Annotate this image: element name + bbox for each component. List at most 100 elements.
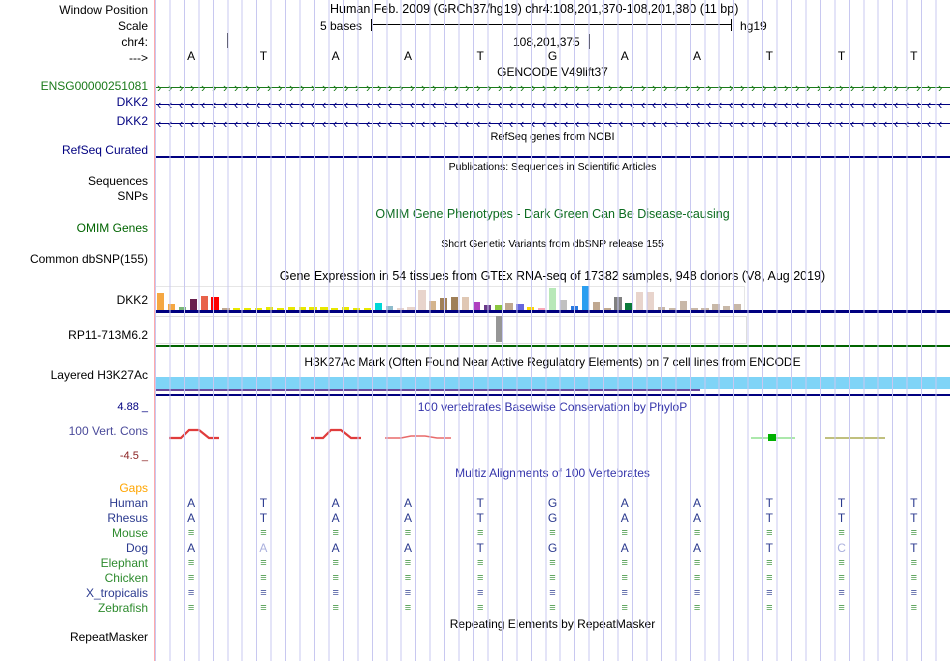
gtex-tissue-bar[interactable] — [592, 302, 600, 310]
h3k27ac-signal-band[interactable] — [155, 377, 950, 389]
alignment-gap-mark: ≡ — [549, 572, 556, 584]
refseq-curated-line[interactable] — [155, 156, 950, 158]
strand-arrow-icon: ‹ — [245, 97, 250, 112]
gtex-tissue-bar[interactable] — [451, 297, 459, 310]
label-species-chicken[interactable]: Chicken — [104, 571, 148, 585]
alignment-base: A — [187, 496, 196, 510]
strand-arrow-icon: › — [850, 80, 855, 95]
gtex-tissue-bar[interactable] — [189, 299, 197, 310]
label-species-xtropicalis[interactable]: X_tropicalis — [85, 586, 148, 600]
strand-arrow-icon: › — [751, 80, 756, 95]
label-species-dog[interactable]: Dog — [125, 541, 148, 555]
label-repeatmasker[interactable]: RepeatMasker — [69, 630, 148, 644]
track-title-publications: Publications: Sequences in Scientific Ar… — [448, 161, 657, 173]
alignment-base: T — [765, 541, 773, 555]
gtex-tissue-bar[interactable] — [429, 301, 437, 310]
label-species-human[interactable]: Human — [109, 496, 148, 510]
label-species-mouse[interactable]: Mouse — [111, 526, 148, 540]
gtex-tissue-bar[interactable] — [549, 288, 557, 310]
alignment-gap-mark: ≡ — [332, 527, 339, 539]
gtex-tissue-bar[interactable] — [418, 290, 426, 310]
alignment-gap-mark: ≡ — [187, 527, 195, 539]
strand-arrow-icon: ‹ — [311, 116, 316, 131]
alignment-gap-mark: ≡ — [621, 527, 628, 539]
alignment-row-elephant: ≡ ≡ ≡ ≡ ≡ ≡ ≡ ≡ ≡ ≡ ≡ — [155, 556, 950, 570]
strand-arrow-icon: ‹ — [355, 97, 360, 112]
label-species-rhesus[interactable]: Rhesus — [107, 511, 148, 525]
gtex-tissue-bar[interactable] — [647, 292, 655, 310]
gtex-tissue-bar[interactable] — [200, 296, 208, 310]
strand-arrow-icon: ‹ — [190, 97, 195, 112]
phylop-conservation-plot[interactable] — [155, 412, 950, 460]
strand-arrow-icon: ‹ — [839, 97, 844, 112]
alignment-gap-mark: ≡ — [693, 587, 701, 599]
label-species-elephant[interactable]: Elephant — [100, 556, 148, 570]
strand-arrow-icon: ‹ — [333, 116, 338, 131]
label-common-dbsnp[interactable]: Common dbSNP(155) — [29, 252, 148, 266]
gtex-tissue-bar[interactable] — [211, 297, 219, 310]
label-gaps[interactable]: Gaps — [119, 481, 148, 495]
strand-arrow-icon: ‹ — [465, 116, 470, 131]
strand-arrow-icon: ‹ — [443, 116, 448, 131]
gtex-tissue-bar[interactable] — [679, 301, 687, 310]
gtex-tissue-bar[interactable] — [581, 286, 589, 310]
label-omim-genes[interactable]: OMIM Genes — [76, 221, 148, 235]
gtex-tissue-bar[interactable] — [636, 292, 644, 310]
label-snps[interactable]: SNPs — [117, 189, 148, 203]
gtex-tissue-bar[interactable] — [374, 303, 382, 310]
alignment-base: A — [620, 511, 629, 525]
strand-arrow-icon: ‹ — [828, 116, 833, 131]
position-tick-label: 108,201,375 — [513, 35, 580, 49]
strand-arrow-icon: ‹ — [784, 97, 789, 112]
alignment-base: T — [910, 511, 918, 525]
strand-arrow-icon: ‹ — [520, 97, 525, 112]
gtex-tissue-bar[interactable] — [559, 300, 568, 310]
gene-row-dkk2-b[interactable]: ‹ ‹ ‹ ‹ ‹ ‹ ‹ ‹ ‹ ‹ ‹ ‹ ‹ ‹ ‹ ‹ ‹ ‹ ‹ ‹ ‹ ‹ ‹ ‹ ‹ ‹ ‹ ‹ ‹ ‹ ‹ ‹ ‹ ‹ ‹ ‹ ‹ ‹ ‹ ‹… — [155, 116, 950, 131]
strand-arrow-icon: ‹ — [696, 116, 701, 131]
strand-arrow-icon: › — [663, 80, 668, 95]
strand-arrow-icon: ‹ — [432, 116, 437, 131]
gtex-expression-barchart[interactable] — [155, 286, 950, 310]
gtex-tissue-bar[interactable] — [440, 298, 448, 310]
alignment-gap-mark: ≡ — [621, 602, 628, 614]
gtex-tissue-bar[interactable] — [505, 303, 513, 310]
strand-arrow-icon: › — [718, 80, 723, 95]
alignment-base: T — [476, 496, 484, 510]
strand-arrow-icon: ‹ — [685, 97, 690, 112]
strand-arrow-icon: ‹ — [729, 116, 734, 131]
strand-arrow-icon: › — [410, 80, 415, 95]
gtex-tissue-bar[interactable] — [461, 297, 470, 310]
rp11-track-box — [155, 316, 747, 344]
strand-arrow-icon: ‹ — [586, 97, 591, 112]
gene-row-ensg[interactable]: › › › › › › › › › › › › › › › › › › › › › › › › › › › › › › › › › › › › › › › ›… — [155, 80, 950, 95]
track-title-refseq: RefSeq genes from NCBI — [490, 131, 615, 143]
label-dkk2-b[interactable]: DKK2 — [116, 114, 148, 128]
alignment-base: A — [187, 511, 196, 525]
track-title-multiz: Multiz Alignments of 100 Vertebrates — [455, 466, 650, 480]
alignment-gap-mark: ≡ — [766, 572, 773, 584]
label-dkk2-a[interactable]: DKK2 — [116, 95, 148, 109]
strand-arrow-icon: ‹ — [663, 97, 668, 112]
alignment-gap-mark: ≡ — [260, 587, 267, 599]
label-window-position: Window Position — [59, 3, 148, 17]
label-ensg[interactable]: ENSG00000251081 — [40, 79, 148, 93]
gene-row-dkk2-a[interactable]: ‹ ‹ ‹ ‹ ‹ ‹ ‹ ‹ ‹ ‹ ‹ ‹ ‹ ‹ ‹ ‹ ‹ ‹ ‹ ‹ ‹ ‹ ‹ ‹ ‹ ‹ ‹ ‹ ‹ ‹ ‹ ‹ ‹ ‹ ‹ ‹ ‹ ‹ ‹ ‹… — [155, 97, 950, 112]
label-sequences[interactable]: Sequences — [87, 174, 148, 188]
strand-arrow-icon: ‹ — [597, 97, 602, 112]
strand-arrow-icon: › — [531, 80, 536, 95]
label-gtex-dkk2[interactable]: DKK2 — [116, 293, 148, 307]
label-layered-h3k27ac[interactable]: Layered H3K27Ac — [50, 368, 148, 382]
alignment-gap-mark: ≡ — [693, 602, 701, 614]
alignment-gap-mark: ≡ — [693, 527, 701, 539]
gtex-tissue-bar[interactable] — [157, 293, 165, 310]
strand-arrow-icon: ‹ — [938, 116, 943, 131]
gtex-tissue-bar[interactable] — [625, 303, 633, 310]
label-rp11[interactable]: RP11-713M6.2 — [68, 328, 148, 342]
rp11-expression-bar[interactable] — [496, 316, 503, 342]
label-100-vert-cons[interactable]: 100 Vert. Cons — [68, 424, 148, 438]
gtex-tissue-bar[interactable] — [472, 302, 480, 310]
label-refseq-curated[interactable]: RefSeq Curated — [61, 143, 148, 157]
gtex-tissue-bar[interactable] — [614, 297, 622, 310]
label-species-zebrafish[interactable]: Zebrafish — [97, 601, 148, 615]
